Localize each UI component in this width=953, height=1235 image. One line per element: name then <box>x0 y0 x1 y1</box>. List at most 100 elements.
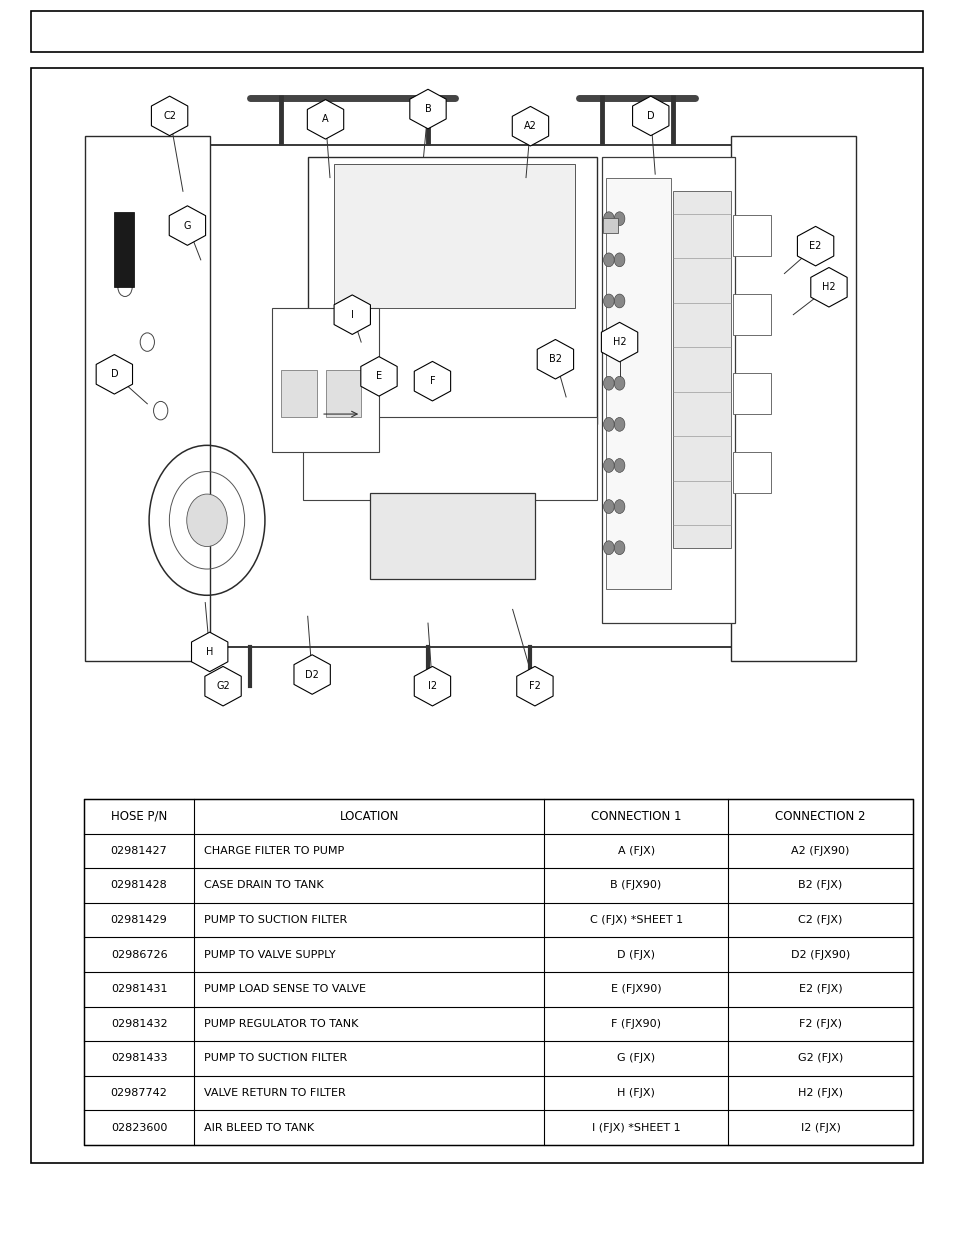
Text: PUMP TO SUCTION FILTER: PUMP TO SUCTION FILTER <box>204 915 347 925</box>
Text: 02981429: 02981429 <box>111 915 168 925</box>
Circle shape <box>118 278 132 296</box>
Bar <box>281 369 316 417</box>
Bar <box>84 799 912 1145</box>
Bar <box>303 417 597 500</box>
Circle shape <box>614 500 624 514</box>
Text: AIR BLEED TO TANK: AIR BLEED TO TANK <box>204 1123 314 1132</box>
Bar <box>308 157 597 425</box>
Circle shape <box>603 541 614 555</box>
Bar <box>31 11 922 52</box>
Bar <box>672 191 730 548</box>
Text: H2: H2 <box>612 337 626 347</box>
Bar <box>732 294 770 335</box>
Text: F2 (FJX): F2 (FJX) <box>799 1019 841 1029</box>
Circle shape <box>118 230 132 248</box>
Text: D2 (FJX90): D2 (FJX90) <box>790 950 849 960</box>
Text: D2: D2 <box>305 669 318 679</box>
Text: PUMP TO SUCTION FILTER: PUMP TO SUCTION FILTER <box>204 1053 347 1063</box>
Bar <box>605 178 671 589</box>
Text: H2: H2 <box>821 283 835 293</box>
Circle shape <box>614 541 624 555</box>
Circle shape <box>603 377 614 390</box>
Circle shape <box>603 417 614 431</box>
Text: I2: I2 <box>428 682 436 692</box>
Polygon shape <box>797 226 833 266</box>
Circle shape <box>614 417 624 431</box>
Circle shape <box>603 253 614 267</box>
Circle shape <box>614 294 624 308</box>
Text: E2 (FJX): E2 (FJX) <box>798 984 841 994</box>
Text: C2: C2 <box>163 111 176 121</box>
Text: A2: A2 <box>523 121 537 131</box>
Polygon shape <box>334 295 370 335</box>
Polygon shape <box>414 362 450 401</box>
Bar <box>335 164 575 308</box>
Text: F: F <box>429 377 435 387</box>
Bar <box>85 136 210 661</box>
Polygon shape <box>512 106 548 146</box>
Text: 02981428: 02981428 <box>111 881 168 890</box>
Text: G: G <box>184 221 191 231</box>
Text: 02987742: 02987742 <box>111 1088 168 1098</box>
Text: H (FJX): H (FJX) <box>617 1088 655 1098</box>
Bar <box>732 452 770 493</box>
Circle shape <box>140 333 154 351</box>
Text: F2: F2 <box>528 682 540 692</box>
Text: E (FJX90): E (FJX90) <box>610 984 660 994</box>
Text: 02986726: 02986726 <box>111 950 167 960</box>
Text: H: H <box>206 647 213 657</box>
Text: G2: G2 <box>216 682 230 692</box>
Text: B (FJX90): B (FJX90) <box>610 881 661 890</box>
Circle shape <box>603 211 614 226</box>
Bar <box>601 157 735 624</box>
Text: PUMP LOAD SENSE TO VALVE: PUMP LOAD SENSE TO VALVE <box>204 984 365 994</box>
Text: C2 (FJX): C2 (FJX) <box>798 915 841 925</box>
Text: VALVE RETURN TO FILTER: VALVE RETURN TO FILTER <box>204 1088 345 1098</box>
Polygon shape <box>517 667 553 706</box>
Bar <box>272 308 378 452</box>
Polygon shape <box>537 340 573 379</box>
Circle shape <box>614 335 624 350</box>
Circle shape <box>614 253 624 267</box>
Polygon shape <box>307 100 343 140</box>
Bar <box>31 68 922 1163</box>
Text: I: I <box>351 310 354 320</box>
Bar <box>732 215 770 257</box>
Text: B: B <box>424 104 431 114</box>
Polygon shape <box>152 96 188 136</box>
Polygon shape <box>96 354 132 394</box>
Text: PUMP REGULATOR TO TANK: PUMP REGULATOR TO TANK <box>204 1019 357 1029</box>
Text: 02981433: 02981433 <box>111 1053 167 1063</box>
Circle shape <box>603 335 614 350</box>
Text: F (FJX90): F (FJX90) <box>611 1019 660 1029</box>
Text: E: E <box>375 372 381 382</box>
Text: B2: B2 <box>548 354 561 364</box>
Text: 02981431: 02981431 <box>111 984 167 994</box>
Text: 02823600: 02823600 <box>111 1123 167 1132</box>
Bar <box>730 136 855 661</box>
Text: CONNECTION 2: CONNECTION 2 <box>775 810 865 823</box>
Polygon shape <box>192 632 228 672</box>
Text: B2 (FJX): B2 (FJX) <box>798 881 841 890</box>
Text: PUMP TO VALVE SUPPLY: PUMP TO VALVE SUPPLY <box>204 950 335 960</box>
Circle shape <box>614 458 624 473</box>
Polygon shape <box>360 357 396 396</box>
Text: CONNECTION 1: CONNECTION 1 <box>590 810 680 823</box>
FancyBboxPatch shape <box>602 219 618 233</box>
Bar <box>114 212 133 288</box>
Text: I (FJX) *SHEET 1: I (FJX) *SHEET 1 <box>591 1123 679 1132</box>
Text: C (FJX) *SHEET 1: C (FJX) *SHEET 1 <box>589 915 682 925</box>
Bar <box>370 493 535 578</box>
Text: H2 (FJX): H2 (FJX) <box>798 1088 842 1098</box>
Circle shape <box>614 211 624 226</box>
Text: LOCATION: LOCATION <box>339 810 398 823</box>
Circle shape <box>603 458 614 473</box>
Text: A2 (FJX90): A2 (FJX90) <box>791 846 849 856</box>
Circle shape <box>603 294 614 308</box>
Text: 02981427: 02981427 <box>111 846 168 856</box>
Bar <box>114 144 813 647</box>
Text: A: A <box>322 115 329 125</box>
Circle shape <box>614 377 624 390</box>
Polygon shape <box>414 667 450 706</box>
Text: D (FJX): D (FJX) <box>617 950 655 960</box>
